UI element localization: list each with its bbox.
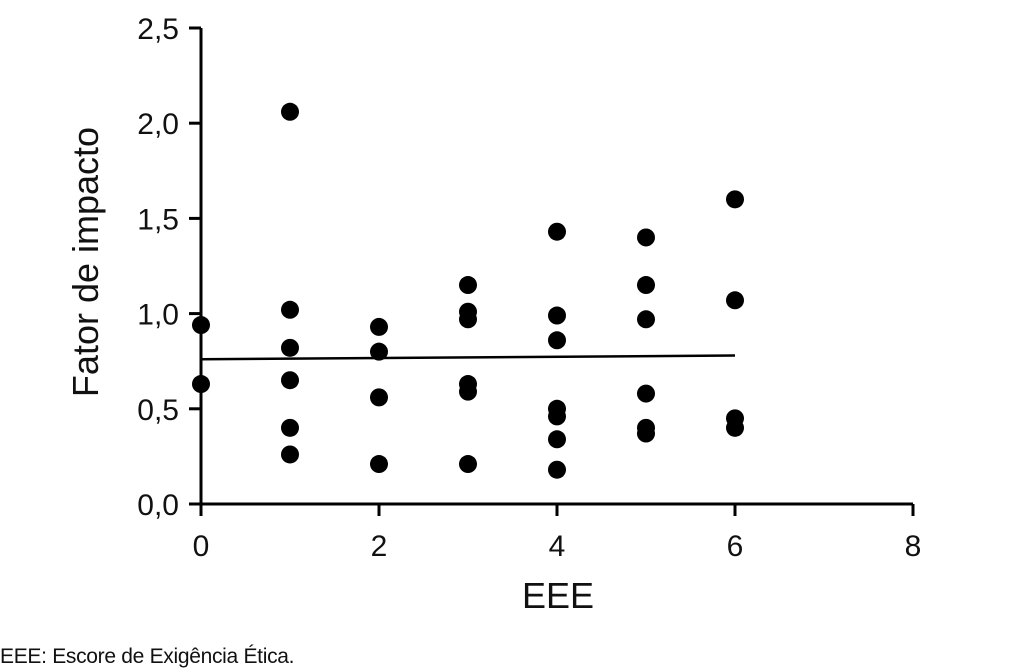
data-point bbox=[192, 375, 210, 394]
data-point bbox=[726, 190, 744, 209]
data-point bbox=[192, 316, 210, 335]
data-point bbox=[459, 382, 477, 401]
data-point bbox=[370, 342, 388, 361]
x-tick-label: 0 bbox=[193, 530, 210, 563]
data-point bbox=[281, 371, 299, 390]
data-point bbox=[281, 338, 299, 357]
data-point bbox=[281, 445, 299, 464]
data-point bbox=[548, 407, 566, 426]
y-tick-label: 0,5 bbox=[137, 394, 179, 427]
data-point bbox=[459, 455, 477, 474]
x-axis-title: EEE bbox=[522, 575, 594, 616]
data-point bbox=[548, 222, 566, 241]
data-point bbox=[637, 276, 655, 295]
data-point bbox=[637, 384, 655, 403]
scatter-chart: 0,0 0,5 1,0 1,5 2,0 2,5 0 2 4 6 8 EEE Fator de im… bbox=[65, 13, 922, 616]
data-point bbox=[726, 418, 744, 437]
y-tick-label: 2,0 bbox=[137, 108, 179, 141]
data-points bbox=[192, 102, 744, 479]
data-point bbox=[548, 430, 566, 449]
data-point bbox=[281, 300, 299, 319]
y-axis-ticks: 0,0 0,5 1,0 1,5 2,0 2,5 bbox=[137, 13, 201, 522]
data-point bbox=[637, 310, 655, 329]
x-axis-ticks: 0 2 4 6 8 bbox=[193, 504, 922, 563]
data-point bbox=[281, 418, 299, 437]
data-point bbox=[637, 424, 655, 443]
data-point bbox=[548, 460, 566, 479]
data-point bbox=[281, 102, 299, 121]
data-point bbox=[548, 306, 566, 325]
x-tick-label: 4 bbox=[549, 530, 566, 563]
chart-footnote: EEE: Escore de Exigência Ética. bbox=[0, 645, 295, 668]
data-point bbox=[370, 388, 388, 407]
y-tick-label: 0,0 bbox=[137, 489, 179, 522]
data-point bbox=[459, 276, 477, 295]
x-tick-label: 2 bbox=[371, 530, 388, 563]
x-tick-label: 8 bbox=[905, 530, 922, 563]
data-point bbox=[370, 455, 388, 474]
x-tick-label: 6 bbox=[727, 530, 744, 563]
data-point bbox=[726, 291, 744, 310]
regression-line bbox=[200, 354, 736, 361]
y-axis-title: Fator de impacto bbox=[65, 127, 106, 397]
data-point bbox=[370, 317, 388, 336]
y-tick-label: 1,5 bbox=[137, 203, 179, 236]
data-point bbox=[637, 228, 655, 247]
data-point bbox=[459, 310, 477, 329]
data-point bbox=[548, 331, 566, 350]
y-tick-label: 2,5 bbox=[137, 13, 179, 46]
y-tick-label: 1,0 bbox=[137, 299, 179, 332]
